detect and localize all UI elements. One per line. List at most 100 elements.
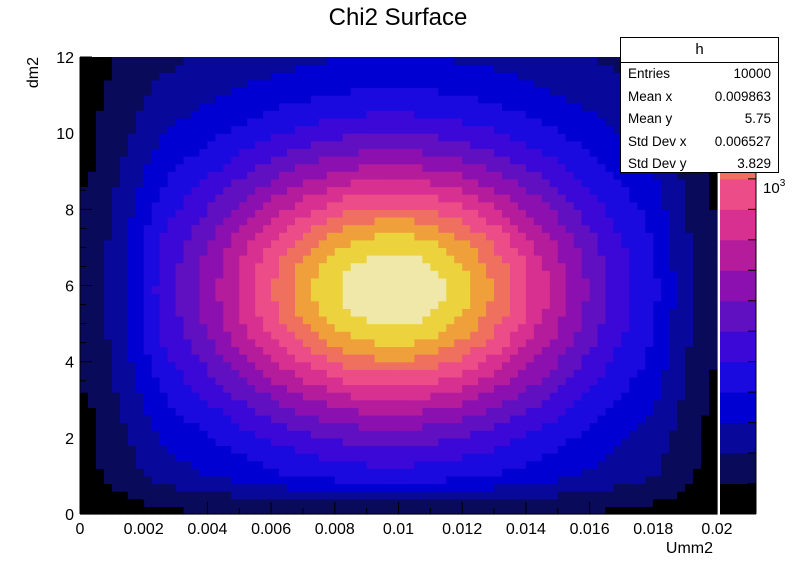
heatmap-cell bbox=[191, 95, 201, 104]
heatmap-cell bbox=[199, 216, 208, 226]
heatmap-cell bbox=[438, 468, 447, 477]
heatmap-cell bbox=[127, 255, 137, 264]
heatmap-cell bbox=[159, 117, 169, 127]
heatmap-cell bbox=[509, 110, 519, 119]
heatmap-cell bbox=[502, 163, 511, 172]
heatmap-cell bbox=[215, 498, 224, 507]
heatmap-cell bbox=[693, 354, 702, 363]
heatmap-cell bbox=[502, 110, 511, 119]
heatmap-cell bbox=[143, 338, 153, 348]
x-axis-label: Umm2 bbox=[666, 540, 713, 557]
heatmap-cell bbox=[318, 331, 328, 340]
heatmap-cell bbox=[398, 194, 408, 203]
heatmap-cell bbox=[231, 475, 240, 485]
heatmap-cell bbox=[191, 255, 201, 264]
heatmap-cell bbox=[517, 293, 527, 302]
heatmap-cell bbox=[525, 506, 535, 515]
heatmap-cell bbox=[342, 468, 352, 477]
heatmap-cell bbox=[127, 407, 137, 416]
heatmap-cell bbox=[677, 331, 686, 340]
heatmap-cell bbox=[255, 422, 264, 431]
heatmap-cell bbox=[645, 239, 654, 249]
heatmap-cell bbox=[95, 270, 105, 279]
heatmap-cell bbox=[287, 331, 296, 340]
heatmap-cell bbox=[334, 57, 344, 66]
heatmap-cell bbox=[685, 270, 694, 279]
heatmap-cell bbox=[287, 384, 296, 393]
heatmap-cell bbox=[239, 117, 248, 127]
heatmap-cell bbox=[502, 475, 511, 485]
heatmap-cell bbox=[430, 483, 439, 492]
heatmap-cell bbox=[661, 300, 670, 309]
heatmap-cell bbox=[223, 171, 232, 180]
heatmap-cell bbox=[87, 437, 97, 447]
heatmap-cell bbox=[119, 300, 129, 309]
heatmap-cell bbox=[143, 384, 153, 393]
heatmap-cell bbox=[502, 300, 511, 309]
heatmap-cell bbox=[95, 354, 105, 363]
heatmap-cell bbox=[350, 460, 360, 469]
heatmap-cell bbox=[374, 239, 384, 249]
heatmap-cell bbox=[255, 445, 264, 454]
heatmap-cell bbox=[541, 262, 551, 271]
heatmap-cell bbox=[565, 110, 575, 119]
heatmap-cell bbox=[342, 270, 352, 279]
heatmap-cell bbox=[135, 57, 145, 66]
heatmap-cell bbox=[677, 498, 686, 507]
heatmap-cell bbox=[525, 445, 535, 454]
stats-box-title: h bbox=[621, 38, 778, 63]
heatmap-cell bbox=[159, 315, 169, 325]
heatmap-cell bbox=[271, 178, 280, 188]
heatmap-cell bbox=[175, 407, 185, 416]
heatmap-cell bbox=[382, 255, 392, 264]
heatmap-cell bbox=[310, 483, 320, 492]
heatmap-cell bbox=[685, 186, 694, 195]
heatmap-cell bbox=[557, 125, 567, 134]
heatmap-cell bbox=[573, 285, 583, 294]
heatmap-cell bbox=[334, 491, 344, 500]
heatmap-cell bbox=[119, 483, 129, 492]
heatmap-cell bbox=[87, 262, 97, 271]
heatmap-cell bbox=[255, 140, 264, 149]
heatmap-cell bbox=[541, 414, 551, 424]
heatmap-cell bbox=[318, 430, 328, 439]
heatmap-cell bbox=[175, 300, 185, 309]
heatmap-cell bbox=[318, 338, 328, 348]
heatmap-cell bbox=[541, 376, 551, 386]
heatmap-cell bbox=[255, 156, 264, 165]
heatmap-cell bbox=[454, 506, 463, 515]
heatmap-cell bbox=[470, 331, 479, 340]
heatmap-cell bbox=[693, 483, 702, 492]
heatmap-cell bbox=[645, 506, 654, 515]
heatmap-cell bbox=[525, 148, 535, 157]
heatmap-cell bbox=[494, 354, 503, 363]
stats-row: Entries 10000 bbox=[621, 63, 778, 86]
heatmap-cell bbox=[701, 376, 710, 386]
heatmap-cell bbox=[239, 468, 248, 477]
heatmap-cell bbox=[143, 506, 153, 515]
heatmap-cell bbox=[645, 201, 654, 210]
heatmap-cell bbox=[310, 293, 320, 302]
heatmap-cell bbox=[486, 171, 495, 180]
heatmap-cell bbox=[478, 117, 487, 127]
heatmap-cell bbox=[255, 95, 264, 104]
heatmap-cell bbox=[374, 285, 384, 294]
heatmap-cell bbox=[294, 57, 304, 66]
heatmap-cell bbox=[661, 338, 670, 348]
heatmap-cell bbox=[677, 186, 686, 195]
heatmap-cell bbox=[334, 87, 344, 96]
heatmap-cell bbox=[549, 79, 559, 89]
heatmap-cell bbox=[223, 72, 232, 81]
heatmap-cell bbox=[358, 156, 368, 165]
heatmap-cell bbox=[342, 125, 352, 134]
heatmap-cell bbox=[382, 445, 392, 454]
heatmap-cell bbox=[326, 506, 336, 515]
heatmap-cell bbox=[287, 445, 296, 454]
heatmap-cell bbox=[159, 399, 169, 408]
heatmap-cell bbox=[103, 384, 113, 393]
heatmap-cell bbox=[318, 232, 328, 241]
heatmap-cell bbox=[334, 156, 344, 165]
heatmap-cell bbox=[326, 270, 336, 279]
heatmap-cell bbox=[406, 239, 416, 249]
heatmap-cell bbox=[494, 178, 503, 188]
